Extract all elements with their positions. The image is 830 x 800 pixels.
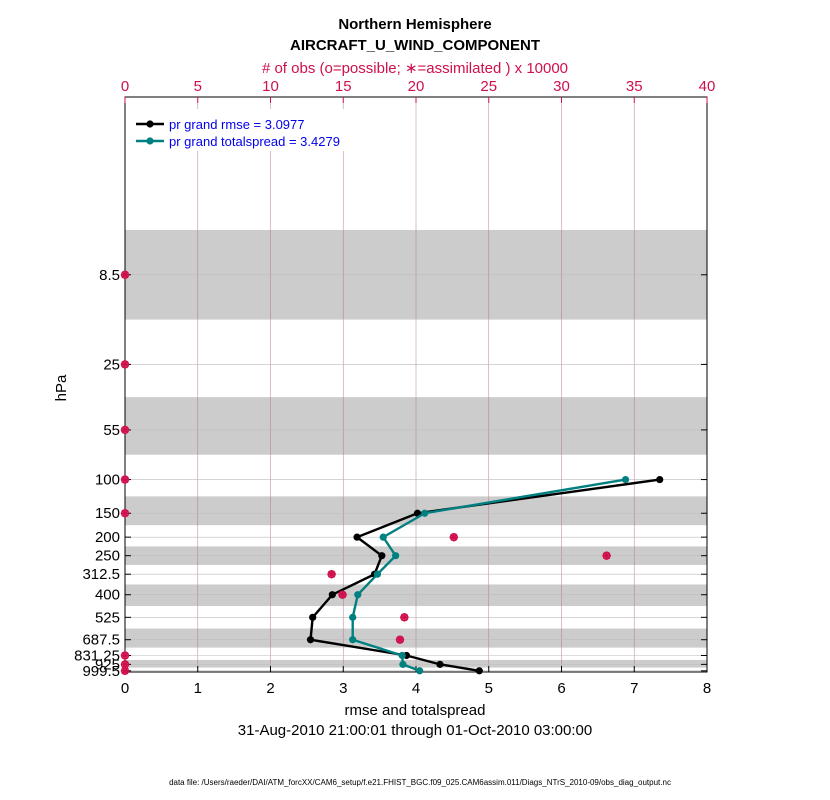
date-range: 31-Aug-2010 21:00:01 through 01-Oct-2010…: [238, 722, 592, 739]
x-tick-label: 1: [194, 680, 202, 697]
y-tick-label: 999.5: [82, 663, 120, 680]
top-tick-label: 35: [626, 78, 643, 95]
top-tick-label: 25: [480, 78, 497, 95]
y-tick-label: 525: [95, 609, 120, 626]
series-layer: [306, 475, 664, 675]
series-point-totalspread: [373, 570, 382, 578]
legend-box: [130, 109, 370, 151]
series-point-totalspread: [399, 660, 407, 668]
top-axis-ticks: 0 5 10 15 20 25 30 35 40: [121, 78, 716, 103]
obs-markers: [120, 270, 611, 676]
x-tick-label: 6: [557, 680, 565, 697]
y-tick-label: 25: [103, 356, 120, 373]
y-axis-label: hPa: [53, 374, 70, 401]
obs-assimilated-marker: [120, 270, 130, 279]
obs-assimilated-marker: [120, 509, 130, 518]
obs-assimilated-marker: [395, 635, 405, 644]
series-point-rmse: [656, 475, 664, 484]
obs-assimilated-marker: [120, 360, 130, 369]
y-tick-label: 687.5: [82, 632, 120, 649]
series-point-rmse: [475, 667, 483, 675]
chart-title: Northern Hemisphere: [338, 16, 491, 33]
obs-assimilated-marker: [120, 666, 130, 676]
legend-marker-rmse: [146, 120, 154, 128]
series-point-totalspread: [354, 591, 362, 599]
series-point-totalspread: [349, 636, 357, 644]
series-point-totalspread: [398, 651, 406, 660]
x-tick-label: 5: [485, 680, 493, 697]
series-point-totalspread: [392, 552, 400, 560]
legend-label-rmse: pr grand rmse = 3.0977: [169, 117, 305, 132]
series-point-totalspread: [379, 533, 387, 541]
series-point-totalspread: [621, 475, 630, 484]
top-tick-label: 0: [121, 78, 129, 95]
x-tick-label: 7: [630, 680, 638, 697]
series-point-rmse: [328, 591, 336, 599]
grid-lines: [125, 97, 707, 672]
x-axis-ticks: 0 1 2 3 4 5 6 7 8: [121, 666, 711, 697]
y-tick-label: 200: [95, 529, 120, 546]
y-tick-label: 925: [95, 656, 120, 673]
top-tick-label: 40: [699, 78, 716, 95]
x-tick-label: 4: [412, 680, 420, 697]
series-point-totalspread: [416, 667, 424, 675]
chart-subtitle: AIRCRAFT_U_WIND_COMPONENT: [290, 37, 540, 54]
top-tick-label: 10: [262, 78, 279, 95]
series-point-rmse: [436, 660, 444, 668]
legend-label-totalspread: pr grand totalspread = 3.4279: [169, 134, 340, 149]
y-tick-label: 250: [95, 548, 120, 565]
obs-assimilated-marker: [338, 590, 347, 599]
y-tick-label: 150: [95, 505, 120, 522]
series-point-rmse: [378, 552, 386, 560]
y-tick-label: 100: [95, 472, 120, 489]
y-tick-label: 831.25: [74, 647, 120, 664]
y-tick-label: 55: [103, 422, 120, 439]
obs-assimilated-marker: [449, 532, 459, 542]
obs-assimilated-marker: [120, 475, 130, 484]
obs-assimilated-marker: [327, 570, 336, 579]
series-point-rmse: [306, 636, 315, 644]
x-tick-label: 2: [266, 680, 274, 697]
y-tick-label: 312.5: [82, 566, 120, 583]
obs-assimilated-marker: [120, 660, 130, 669]
obs-assimilated-marker: [120, 425, 130, 435]
y-tick-label: 400: [95, 587, 120, 604]
x-tick-label: 0: [121, 680, 129, 697]
legend-marker-totalspread: [146, 137, 154, 145]
top-tick-label: 30: [553, 78, 570, 95]
legend: pr grand rmse = 3.0977 pr grand totalspre…: [130, 109, 370, 151]
series-point-rmse: [353, 533, 361, 541]
y-tick-label: 8.5: [99, 267, 120, 284]
top-tick-label: 5: [194, 78, 202, 95]
obs-assimilated-marker: [120, 651, 130, 660]
x-tick-label: 3: [339, 680, 347, 697]
series-point-totalspread: [349, 613, 357, 621]
top-tick-label: 15: [335, 78, 352, 95]
top-tick-label: 20: [408, 78, 425, 95]
top-axis-label: # of obs (o=possible; ∗=assimilated ) x …: [262, 60, 568, 77]
x-axis-label: rmse and totalspread: [345, 702, 486, 719]
series-point-totalspread: [421, 509, 429, 517]
series-point-rmse: [309, 613, 317, 621]
x-tick-label: 8: [703, 680, 711, 697]
data-file-footnote: data file: /Users/raeder/DAI/ATM_forcXX/…: [169, 778, 671, 787]
obs-assimilated-marker: [400, 613, 409, 622]
obs-assimilated-marker: [602, 551, 611, 560]
